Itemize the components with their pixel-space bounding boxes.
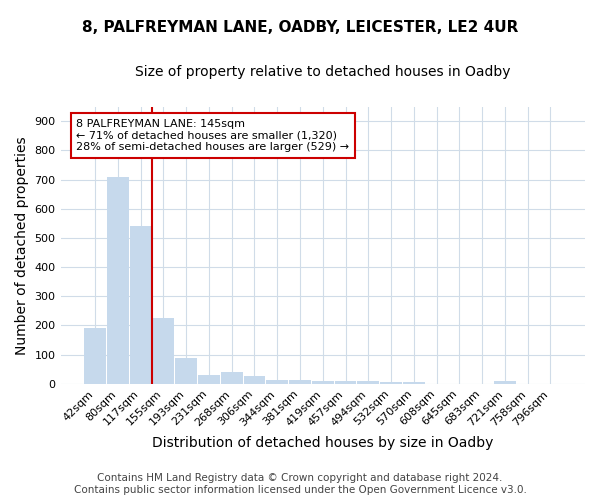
- Bar: [85, 328, 106, 384]
- Bar: [335, 381, 356, 384]
- Bar: [221, 372, 242, 384]
- Bar: [380, 382, 402, 384]
- Bar: [198, 375, 220, 384]
- Bar: [403, 382, 425, 384]
- Title: Size of property relative to detached houses in Oadby: Size of property relative to detached ho…: [135, 65, 511, 79]
- Bar: [244, 376, 265, 384]
- Bar: [130, 226, 152, 384]
- Text: Contains HM Land Registry data © Crown copyright and database right 2024.
Contai: Contains HM Land Registry data © Crown c…: [74, 474, 526, 495]
- Bar: [266, 380, 288, 384]
- Bar: [312, 381, 334, 384]
- Bar: [152, 318, 174, 384]
- Bar: [358, 381, 379, 384]
- Text: 8 PALFREYMAN LANE: 145sqm
← 71% of detached houses are smaller (1,320)
28% of se: 8 PALFREYMAN LANE: 145sqm ← 71% of detac…: [76, 119, 349, 152]
- Bar: [494, 381, 515, 384]
- X-axis label: Distribution of detached houses by size in Oadby: Distribution of detached houses by size …: [152, 436, 493, 450]
- Y-axis label: Number of detached properties: Number of detached properties: [15, 136, 29, 354]
- Text: 8, PALFREYMAN LANE, OADBY, LEICESTER, LE2 4UR: 8, PALFREYMAN LANE, OADBY, LEICESTER, LE…: [82, 20, 518, 35]
- Bar: [289, 380, 311, 384]
- Bar: [107, 176, 129, 384]
- Bar: [175, 358, 197, 384]
